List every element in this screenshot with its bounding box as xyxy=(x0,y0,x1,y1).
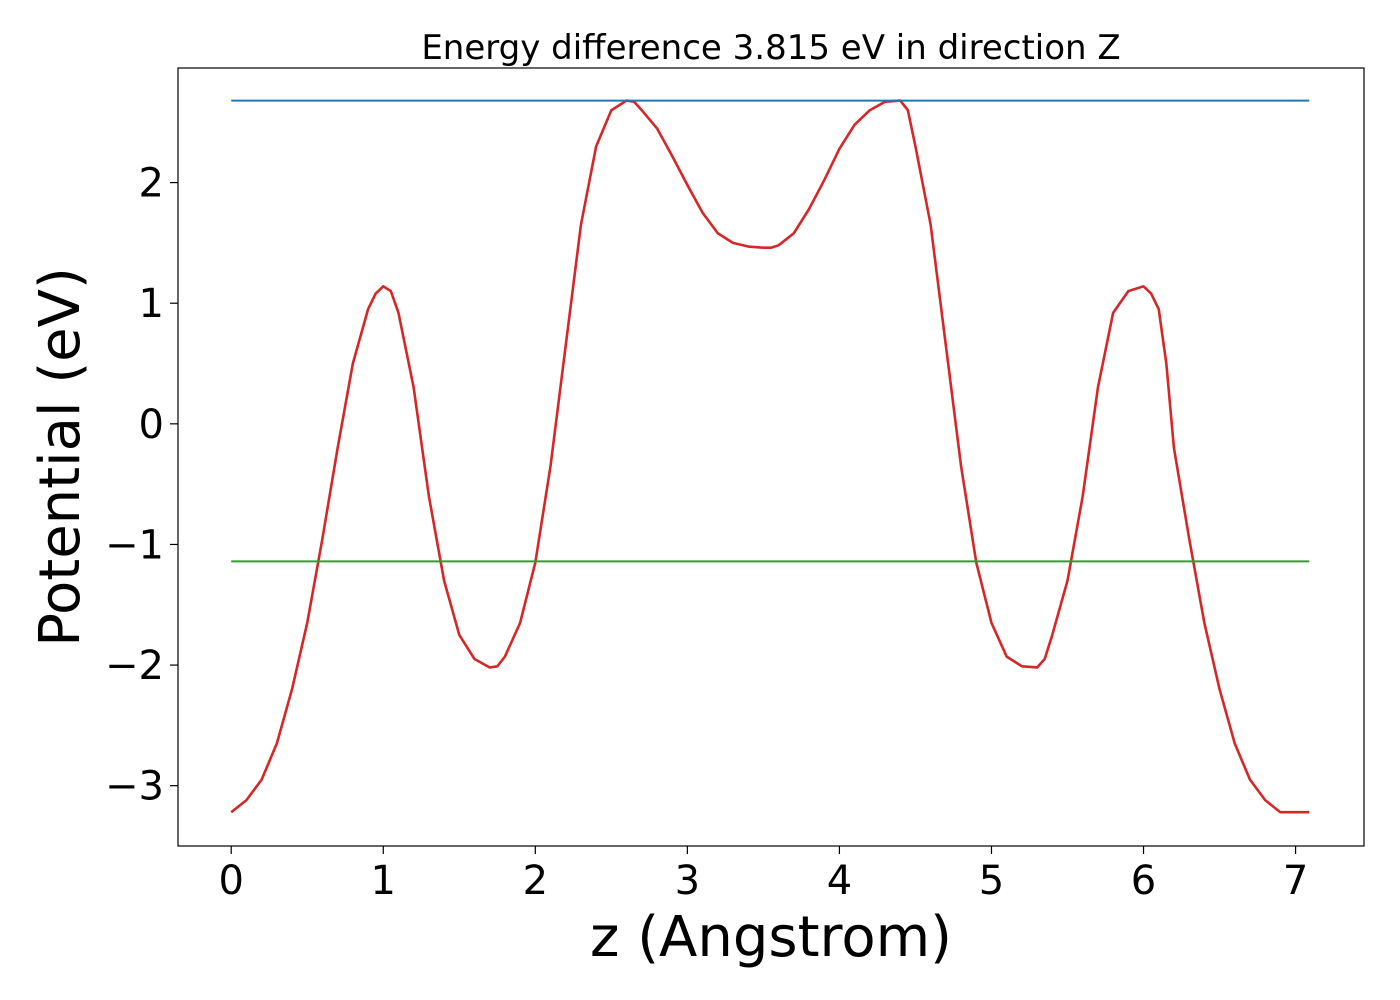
x-tick-label: 7 xyxy=(1283,858,1308,904)
y-tick-label: 1 xyxy=(139,281,164,327)
y-axis-label: Potential (eV) xyxy=(28,267,93,647)
x-tick-label: 3 xyxy=(675,858,700,904)
x-tick-label: 0 xyxy=(218,858,243,904)
y-tick-label: −2 xyxy=(105,643,164,689)
x-axis-ticks: 0 1 2 3 4 5 6 7 xyxy=(218,846,1308,904)
y-tick-label: 0 xyxy=(139,402,164,448)
x-tick-label: 4 xyxy=(827,858,852,904)
x-axis-label: z (Angstrom) xyxy=(590,905,952,970)
plot-area-frame xyxy=(177,67,1365,847)
x-tick-label: 5 xyxy=(979,858,1004,904)
y-tick-label: −1 xyxy=(105,522,164,568)
x-tick-label: 1 xyxy=(371,858,396,904)
y-tick-label: −3 xyxy=(105,764,164,810)
series-layer xyxy=(230,99,1310,814)
x-tick-label: 2 xyxy=(523,858,548,904)
y-tick-label: 2 xyxy=(139,161,164,207)
x-tick-label: 6 xyxy=(1131,858,1156,904)
series-line-1 xyxy=(230,99,1310,814)
chart-title: Energy difference 3.815 eV in direction … xyxy=(421,28,1120,68)
y-axis-ticks: −3 −2 −1 0 1 2 xyxy=(105,161,178,810)
